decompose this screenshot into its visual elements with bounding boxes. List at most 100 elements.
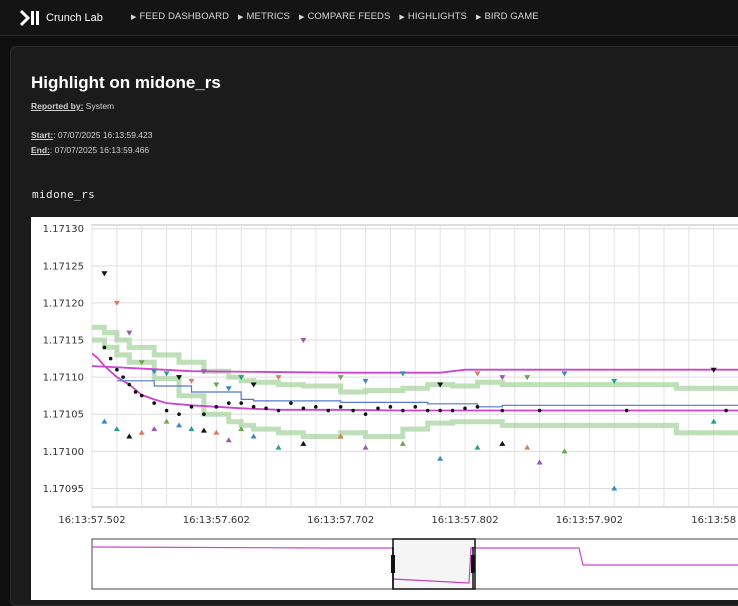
start-time: Start:: 07/07/2025 16:13:59.423 <box>31 130 152 140</box>
up-triangle-point <box>437 455 444 461</box>
x-tick-label: 16:13:57.902 <box>556 515 623 526</box>
down-triangle-point <box>138 360 145 366</box>
data-point <box>108 356 113 361</box>
down-triangle-point <box>561 371 568 377</box>
x-tick-label: 16:13:57.802 <box>431 515 498 526</box>
end-time: End:: 07/07/2025 16:13:59.466 <box>31 145 149 155</box>
down-triangle-point <box>238 375 245 381</box>
down-triangle-point <box>101 271 108 277</box>
down-triangle-point <box>275 375 282 381</box>
down-triangle-point <box>362 378 369 384</box>
up-triangle-point <box>561 448 568 454</box>
up-triangle-point <box>238 426 245 432</box>
end-value: : 07/07/2025 16:13:59.466 <box>49 145 150 155</box>
data-point <box>121 375 125 379</box>
data-point <box>264 406 268 411</box>
mid-line <box>91 365 738 374</box>
x-tick-label: 16:13:57.502 <box>58 515 125 526</box>
y-tick-label: 1.17125 <box>43 261 84 272</box>
price-chart[interactable]: 1.17130 1.17125 1.17120 1.17115 1.17110 1.171… <box>31 217 738 600</box>
data-point <box>189 405 194 409</box>
data-point <box>413 405 418 409</box>
end-label: End: <box>31 145 50 155</box>
data-point <box>251 405 256 409</box>
start-value: : 07/07/2025 16:13:59.423 <box>53 130 153 140</box>
down-triangle-point <box>200 369 207 375</box>
y-tick-label: 1.17130 <box>43 224 84 235</box>
down-triangle-point <box>213 382 220 388</box>
up-triangle-point <box>188 426 195 432</box>
crunch-lab-logo-icon <box>20 9 39 27</box>
nav-arrow-icon: ▶ <box>238 14 244 21</box>
up-triangle-point <box>176 422 183 428</box>
data-point <box>164 408 169 413</box>
band-upper-line <box>92 324 738 395</box>
down-triangle-point <box>524 375 531 381</box>
brand-logo[interactable]: Crunch Lab <box>20 9 103 27</box>
up-triangle-point <box>499 440 506 446</box>
nav-arrow-icon: ▶ <box>399 14 405 21</box>
nav-label: BIRD GAME <box>484 11 539 22</box>
nav-feed-dashboard[interactable]: ▶ FEED DASHBOARD <box>131 11 229 22</box>
data-point <box>463 406 467 411</box>
data-point <box>450 408 455 413</box>
data-point <box>115 367 119 372</box>
up-triangle-point <box>362 444 369 450</box>
data-point <box>139 393 144 398</box>
data-point <box>388 405 393 409</box>
up-triangle-point <box>163 418 170 424</box>
up-triangle-point <box>611 485 618 491</box>
data-point <box>500 408 505 413</box>
nav-arrow-icon: ▶ <box>475 14 482 21</box>
nav-label: HIGHLIGHTS <box>407 11 467 22</box>
up-triangle-point <box>710 418 717 424</box>
down-triangle-point <box>337 375 344 381</box>
nav-bird-game[interactable]: ▶ BIRD GAME <box>476 11 539 22</box>
start-label: Start: <box>31 130 54 140</box>
data-point <box>624 408 629 413</box>
page-title: Highlight on midone_rs <box>31 73 221 92</box>
nav-metrics[interactable]: ▶ METRICS <box>238 11 290 22</box>
up-triangle-point <box>200 427 207 433</box>
data-point <box>102 345 107 350</box>
down-triangle-point <box>250 382 257 388</box>
data-point <box>276 408 281 413</box>
data-point <box>202 412 206 417</box>
mid-line <box>91 352 738 412</box>
data-point <box>214 405 219 409</box>
data-point <box>475 405 480 409</box>
down-triangle-point <box>163 371 170 377</box>
up-triangle-point <box>113 426 120 432</box>
data-point <box>438 408 442 413</box>
data-point <box>338 405 343 409</box>
data-point <box>152 401 156 405</box>
nav-highlights[interactable]: ▶ HIGHLIGHTS <box>399 11 467 22</box>
data-point <box>724 408 728 413</box>
price-chart-svg[interactable]: 1.17130 1.17125 1.17120 1.17115 1.17110 1.171… <box>31 217 738 600</box>
up-triangle-point <box>399 440 406 446</box>
data-point <box>326 408 331 413</box>
data-point <box>401 408 405 413</box>
down-triangle-point <box>399 371 406 377</box>
up-triangle-point <box>474 444 481 450</box>
nav-compare-feeds[interactable]: ▶ COMPARE FEEDS <box>299 11 390 22</box>
down-triangle-point <box>300 338 307 344</box>
up-triangle-point <box>213 429 220 435</box>
x-tick-label: 16:13:57.602 <box>183 515 250 526</box>
up-triangle-point <box>524 444 531 450</box>
y-tick-label: 1.17120 <box>43 298 84 309</box>
x-tick-label: 16:13:57.702 <box>307 515 374 526</box>
up-triangle-point <box>101 418 108 424</box>
nav-label: METRICS <box>246 11 290 22</box>
nav-arrow-icon: ▶ <box>298 14 305 21</box>
up-triangle-point <box>337 433 344 439</box>
data-point <box>127 382 132 387</box>
y-tick-label: 1.17095 <box>43 484 84 495</box>
series-title: midone_rs <box>32 188 96 201</box>
overview-series <box>91 546 738 584</box>
y-tick-label: 1.17115 <box>43 336 84 347</box>
reported-by-value: System <box>85 101 115 111</box>
down-triangle-point <box>151 369 158 375</box>
reported-by-label: Reported by: <box>31 101 84 111</box>
data-point <box>177 412 181 417</box>
